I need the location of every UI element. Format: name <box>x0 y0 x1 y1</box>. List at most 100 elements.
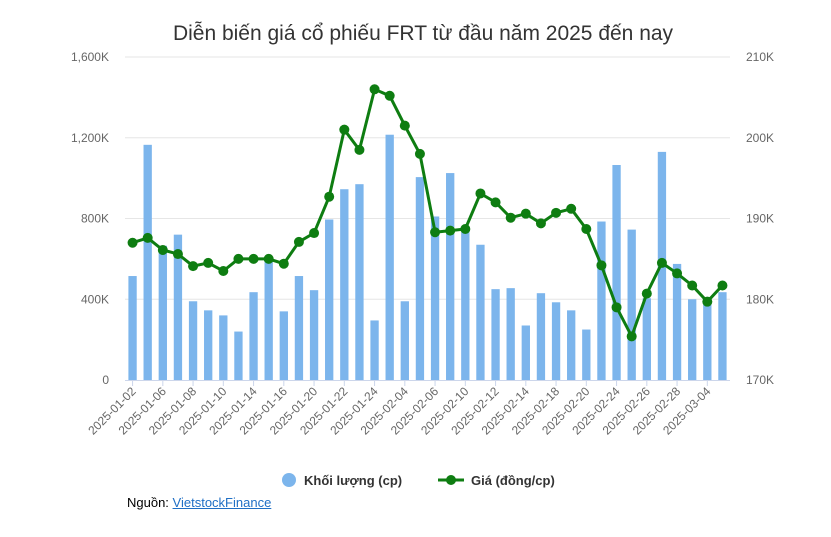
price-point[interactable] <box>702 296 713 307</box>
volume-bars <box>128 134 727 380</box>
price-point[interactable] <box>369 84 380 95</box>
price-point[interactable] <box>611 302 622 313</box>
volume-bar[interactable] <box>325 219 334 380</box>
price-point[interactable] <box>324 191 335 202</box>
price-point[interactable] <box>717 280 728 291</box>
right-axis-tick-label: 200K <box>746 131 774 145</box>
volume-bar[interactable] <box>173 234 183 380</box>
price-point[interactable] <box>172 249 183 260</box>
price-point[interactable] <box>354 144 365 155</box>
legend-line-dot <box>446 475 456 485</box>
right-axis-tick-label: 180K <box>746 292 774 306</box>
volume-bar[interactable] <box>294 276 304 380</box>
left-axis-tick-labels: 0 400K 800K 1,200K 1,600K <box>71 50 109 387</box>
price-point[interactable] <box>142 232 153 243</box>
price-point[interactable] <box>445 225 456 236</box>
volume-bar[interactable] <box>491 289 500 380</box>
legend-bar-marker <box>282 473 296 487</box>
gridlines <box>125 56 730 300</box>
left-axis-tick-label: 0 <box>102 373 109 387</box>
volume-bar[interactable] <box>385 134 394 380</box>
price-point[interactable] <box>566 203 577 214</box>
right-axis-tick-label: 170K <box>746 373 774 387</box>
volume-bar[interactable] <box>612 165 621 380</box>
legend-line-label[interactable]: Giá (đồng/cp) <box>471 473 555 488</box>
volume-bar[interactable] <box>234 331 243 380</box>
price-point[interactable] <box>339 124 350 135</box>
volume-bar[interactable] <box>506 288 515 380</box>
volume-bar[interactable] <box>309 290 319 380</box>
volume-bar[interactable] <box>718 292 727 380</box>
right-axis-tick-label: 210K <box>746 50 774 64</box>
volume-bar[interactable] <box>355 184 364 380</box>
volume-bar[interactable] <box>627 229 636 380</box>
price-point[interactable] <box>399 120 410 131</box>
price-point[interactable] <box>188 261 199 272</box>
left-axis-tick-label: 400K <box>81 292 109 306</box>
price-point[interactable] <box>490 197 501 208</box>
price-point[interactable] <box>384 90 395 101</box>
price-point[interactable] <box>535 218 546 229</box>
volume-bar[interactable] <box>688 299 697 380</box>
volume-bar[interactable] <box>446 173 455 380</box>
volume-bar[interactable] <box>188 301 198 380</box>
price-point[interactable] <box>414 148 425 159</box>
price-point[interactable] <box>672 268 683 279</box>
volume-bar[interactable] <box>219 315 228 380</box>
volume-bar[interactable] <box>551 302 561 380</box>
price-point[interactable] <box>157 244 168 255</box>
right-axis-tick-label: 190K <box>746 212 774 226</box>
source-link[interactable]: VietstockFinance <box>172 495 272 510</box>
price-point[interactable] <box>263 253 274 264</box>
price-point[interactable] <box>626 331 637 342</box>
price-line <box>132 87 724 341</box>
price-point[interactable] <box>460 223 471 234</box>
price-point[interactable] <box>687 280 698 291</box>
volume-bar[interactable] <box>476 244 485 380</box>
volume-bar[interactable] <box>597 221 606 380</box>
price-point[interactable] <box>520 208 531 219</box>
right-axis-tick-labels: 170K 180K 190K 200K 210K <box>746 50 774 387</box>
price-point[interactable] <box>248 253 259 264</box>
price-point[interactable] <box>505 212 516 223</box>
price-point[interactable] <box>581 223 592 234</box>
volume-bar[interactable] <box>461 231 470 380</box>
price-point[interactable] <box>293 236 304 247</box>
price-point[interactable] <box>475 188 486 199</box>
price-point[interactable] <box>203 257 214 268</box>
price-point[interactable] <box>656 257 667 268</box>
volume-bar[interactable] <box>249 292 258 380</box>
price-point[interactable] <box>218 265 229 276</box>
volume-bar[interactable] <box>703 300 712 380</box>
source-note: Nguồn: VietstockFinance <box>127 495 271 510</box>
volume-bar[interactable] <box>582 329 591 380</box>
volume-bar[interactable] <box>521 325 530 380</box>
volume-bar[interactable] <box>415 177 425 380</box>
volume-bar[interactable] <box>264 258 273 380</box>
volume-bar[interactable] <box>340 189 349 380</box>
volume-bar[interactable] <box>642 298 651 380</box>
volume-bar[interactable] <box>128 276 137 380</box>
legend-bar-label[interactable]: Khối lượng (cp) <box>304 473 402 488</box>
volume-bar[interactable] <box>672 263 682 380</box>
x-axis: 2025-01-022025-01-062025-01-082025-01-10… <box>85 380 730 438</box>
price-point[interactable] <box>278 258 289 269</box>
left-axis-tick-label: 1,200K <box>71 131 109 145</box>
volume-bar[interactable] <box>400 301 409 380</box>
price-point[interactable] <box>596 260 607 271</box>
volume-bar[interactable] <box>430 216 440 380</box>
volume-bar[interactable] <box>158 245 167 380</box>
volume-bar[interactable] <box>143 144 152 380</box>
price-point[interactable] <box>309 228 320 239</box>
price-point[interactable] <box>127 237 138 248</box>
volume-bar[interactable] <box>204 310 213 380</box>
price-point[interactable] <box>430 227 441 238</box>
volume-bar[interactable] <box>536 293 546 380</box>
volume-bar[interactable] <box>370 320 379 380</box>
volume-bar[interactable] <box>279 311 288 380</box>
price-point[interactable] <box>233 253 244 264</box>
price-point[interactable] <box>641 288 652 299</box>
volume-bar[interactable] <box>567 310 576 380</box>
price-point[interactable] <box>551 207 562 218</box>
